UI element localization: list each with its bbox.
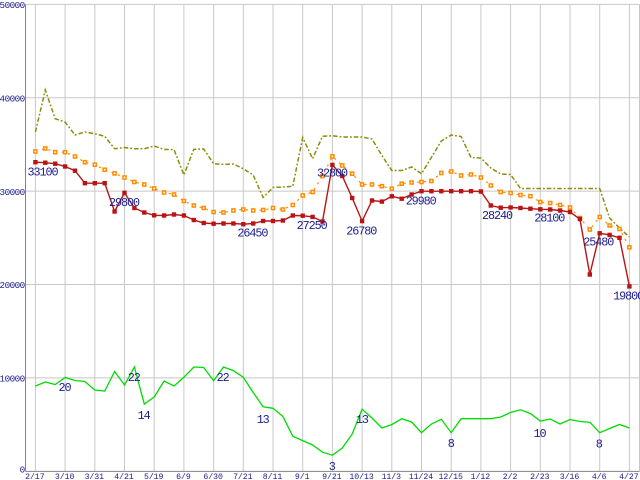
svg-text:26450: 26450 [237,227,268,241]
svg-text:32800: 32800 [317,167,348,181]
svg-text:9/21: 9/21 [322,472,342,480]
svg-text:33100: 33100 [28,166,59,180]
svg-text:9/1: 9/1 [295,472,310,480]
svg-text:10/13: 10/13 [349,472,373,480]
svg-text:6/9: 6/9 [176,472,191,480]
svg-text:22: 22 [128,371,141,385]
svg-text:50000: 50000 [0,0,25,11]
svg-text:2/17: 2/17 [25,472,45,480]
svg-text:14: 14 [138,409,151,423]
svg-text:40000: 40000 [0,93,25,104]
svg-text:8: 8 [448,437,455,451]
svg-text:27250: 27250 [297,219,328,233]
svg-text:20000: 20000 [0,280,25,291]
svg-text:20: 20 [59,381,72,395]
svg-text:3/10: 3/10 [55,472,75,480]
svg-text:4/6: 4/6 [592,472,607,480]
svg-text:10: 10 [534,427,547,441]
svg-text:26780: 26780 [346,225,377,239]
svg-text:6/30: 6/30 [203,472,223,480]
svg-text:0: 0 [20,465,25,476]
svg-text:29800: 29800 [109,196,140,210]
svg-text:3/31: 3/31 [85,472,105,480]
svg-text:28100: 28100 [534,212,565,226]
svg-text:29980: 29980 [406,194,437,208]
svg-text:11/24: 11/24 [409,472,433,480]
svg-text:8/11: 8/11 [263,472,283,480]
svg-text:22: 22 [217,371,230,385]
svg-text:2/23: 2/23 [530,472,550,480]
svg-text:5/19: 5/19 [144,472,164,480]
svg-text:1/12: 1/12 [471,472,491,480]
svg-text:4/27: 4/27 [619,472,639,480]
svg-text:7/21: 7/21 [233,472,253,480]
svg-text:19800: 19800 [613,290,640,304]
svg-text:4/21: 4/21 [114,472,134,480]
svg-text:13: 13 [356,413,369,427]
svg-text:12/15: 12/15 [439,472,463,480]
svg-text:2/2: 2/2 [503,472,518,480]
svg-text:8: 8 [596,437,603,451]
svg-text:13: 13 [257,413,270,427]
svg-text:3: 3 [329,460,336,474]
svg-text:30000: 30000 [0,187,25,198]
svg-text:28240: 28240 [482,209,513,223]
svg-text:10000: 10000 [0,374,25,385]
svg-text:11/3: 11/3 [382,472,402,480]
svg-text:3/16: 3/16 [560,472,580,480]
svg-text:25480: 25480 [583,236,614,250]
